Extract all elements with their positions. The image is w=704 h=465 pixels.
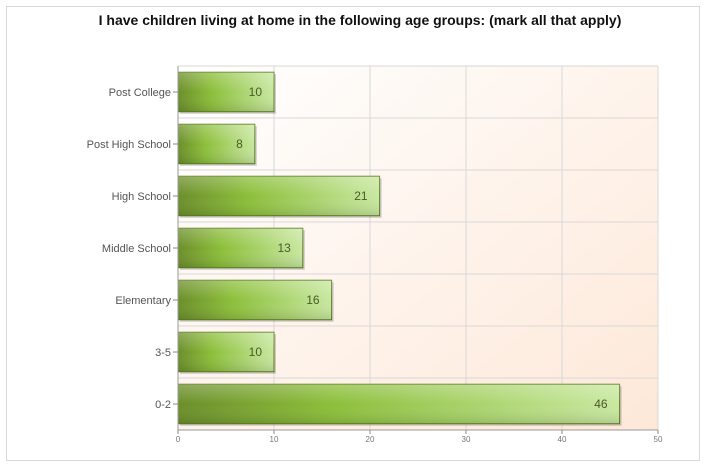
bar-value-label: 13 bbox=[277, 241, 291, 255]
category-label: Post College bbox=[109, 87, 171, 99]
category-label: 0-2 bbox=[155, 399, 171, 411]
chart-title: I have children living at home in the fo… bbox=[98, 12, 622, 28]
bar-highlight bbox=[178, 72, 274, 112]
bar-value-label: 21 bbox=[354, 189, 368, 203]
bar-highlight bbox=[178, 176, 380, 216]
bar-value-label: 46 bbox=[594, 397, 608, 411]
category-label: 3-5 bbox=[155, 347, 171, 359]
bar-value-label: 10 bbox=[249, 85, 263, 99]
x-tick-label: 30 bbox=[462, 435, 471, 444]
x-tick-label: 10 bbox=[270, 435, 279, 444]
category-label: Post High School bbox=[87, 139, 171, 151]
bar-value-label: 16 bbox=[306, 293, 320, 307]
bar-highlight bbox=[178, 280, 332, 320]
bar-value-label: 10 bbox=[249, 345, 263, 359]
bar-highlight bbox=[178, 384, 620, 424]
x-tick-label: 40 bbox=[558, 435, 567, 444]
bar-highlight bbox=[178, 332, 274, 372]
category-label: High School bbox=[112, 191, 171, 203]
x-tick-label: 0 bbox=[176, 435, 181, 444]
category-label: Middle School bbox=[102, 243, 171, 255]
bar-value-label: 8 bbox=[236, 137, 243, 151]
category-label: Elementary bbox=[115, 295, 171, 307]
x-tick-label: 50 bbox=[654, 435, 663, 444]
x-tick-label: 20 bbox=[366, 435, 375, 444]
bar-highlight bbox=[178, 124, 255, 164]
bar-highlight bbox=[178, 228, 303, 268]
